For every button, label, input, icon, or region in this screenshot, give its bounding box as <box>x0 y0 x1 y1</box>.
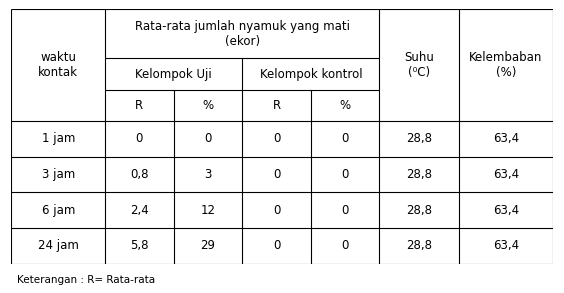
Text: 12: 12 <box>201 204 215 217</box>
Text: 0: 0 <box>341 168 349 181</box>
Text: Suhu
(⁰C): Suhu (⁰C) <box>404 51 434 79</box>
Text: 0: 0 <box>341 132 349 145</box>
Text: 63,4: 63,4 <box>493 132 519 145</box>
Text: 28,8: 28,8 <box>406 239 432 252</box>
Text: 24 jam: 24 jam <box>38 239 78 252</box>
Text: R: R <box>135 99 143 112</box>
Text: 3: 3 <box>204 168 212 181</box>
Text: 0: 0 <box>204 132 212 145</box>
Text: Kelembaban
(%): Kelembaban (%) <box>469 51 543 79</box>
Text: 0: 0 <box>341 204 349 217</box>
Text: 0: 0 <box>341 239 349 252</box>
Text: 63,4: 63,4 <box>493 239 519 252</box>
Text: 0: 0 <box>273 239 280 252</box>
Text: R: R <box>272 99 281 112</box>
Text: 0: 0 <box>273 132 280 145</box>
Text: 3 jam: 3 jam <box>42 168 75 181</box>
Text: 28,8: 28,8 <box>406 132 432 145</box>
Text: Kelompok Uji: Kelompok Uji <box>135 68 212 81</box>
Text: 63,4: 63,4 <box>493 204 519 217</box>
Text: %: % <box>202 99 214 112</box>
Text: waktu
kontak: waktu kontak <box>38 51 78 79</box>
Text: 1 jam: 1 jam <box>42 132 75 145</box>
Text: Rata-rata jumlah nyamuk yang mati
(ekor): Rata-rata jumlah nyamuk yang mati (ekor) <box>135 20 350 48</box>
Text: 29: 29 <box>201 239 215 252</box>
Text: 6 jam: 6 jam <box>42 204 75 217</box>
Text: 63,4: 63,4 <box>493 168 519 181</box>
Text: 28,8: 28,8 <box>406 204 432 217</box>
Text: 0: 0 <box>273 204 280 217</box>
Text: %: % <box>340 99 351 112</box>
Text: 2,4: 2,4 <box>130 204 149 217</box>
Text: 5,8: 5,8 <box>130 239 149 252</box>
Text: Keterangan : R= Rata-rata: Keterangan : R= Rata-rata <box>17 275 155 285</box>
Text: 0: 0 <box>136 132 143 145</box>
Text: Kelompok kontrol: Kelompok kontrol <box>259 68 362 81</box>
Text: 28,8: 28,8 <box>406 168 432 181</box>
Text: 0,8: 0,8 <box>130 168 149 181</box>
Text: 0: 0 <box>273 168 280 181</box>
